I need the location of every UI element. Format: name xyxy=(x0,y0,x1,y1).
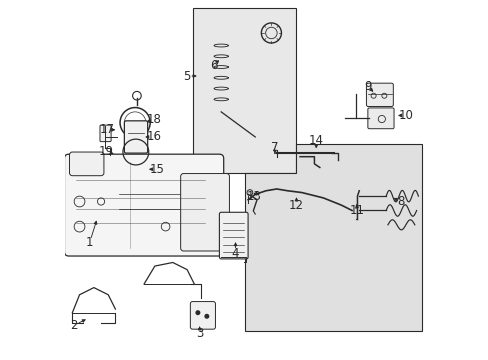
FancyBboxPatch shape xyxy=(69,152,104,176)
FancyBboxPatch shape xyxy=(180,174,229,251)
FancyBboxPatch shape xyxy=(366,83,392,107)
Text: 13: 13 xyxy=(246,190,261,203)
Text: 9: 9 xyxy=(364,80,371,93)
FancyBboxPatch shape xyxy=(64,154,223,256)
Text: 17: 17 xyxy=(100,123,115,136)
Text: 11: 11 xyxy=(349,204,364,217)
Text: 7: 7 xyxy=(271,141,278,154)
Text: 19: 19 xyxy=(99,145,114,158)
Text: 15: 15 xyxy=(149,163,164,176)
PathPatch shape xyxy=(244,144,421,330)
Text: 8: 8 xyxy=(396,195,404,208)
Text: 10: 10 xyxy=(398,109,413,122)
FancyBboxPatch shape xyxy=(190,302,215,329)
FancyBboxPatch shape xyxy=(100,125,111,141)
Text: 16: 16 xyxy=(146,130,162,144)
Text: 6: 6 xyxy=(210,59,217,72)
Text: 1: 1 xyxy=(86,236,93,249)
FancyBboxPatch shape xyxy=(124,121,147,153)
Text: 14: 14 xyxy=(308,134,323,147)
Text: 18: 18 xyxy=(146,113,161,126)
Text: 5: 5 xyxy=(183,69,190,82)
FancyBboxPatch shape xyxy=(367,108,393,129)
Text: 4: 4 xyxy=(231,247,239,260)
Text: 2: 2 xyxy=(70,319,78,332)
Circle shape xyxy=(196,311,199,315)
Text: 12: 12 xyxy=(288,199,304,212)
Bar xyxy=(192,8,296,173)
Text: 3: 3 xyxy=(196,327,203,340)
Circle shape xyxy=(204,315,208,318)
FancyBboxPatch shape xyxy=(219,212,247,259)
